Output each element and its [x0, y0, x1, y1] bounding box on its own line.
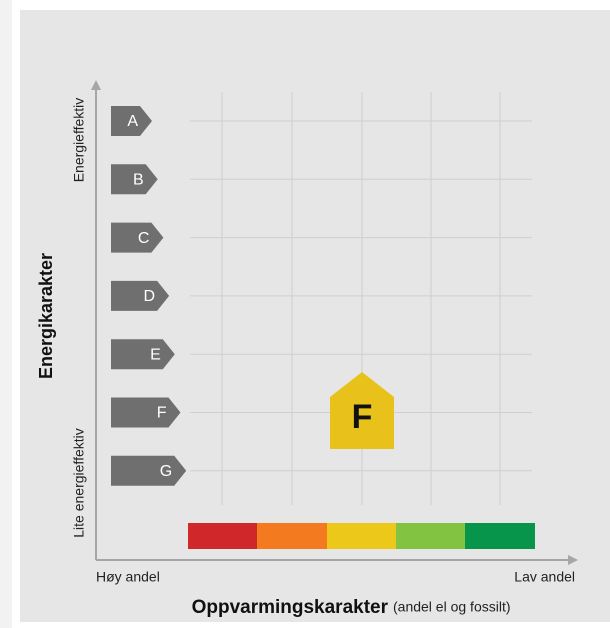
scale-segment	[257, 523, 327, 549]
heating-scale	[188, 523, 535, 549]
scale-segment	[188, 523, 258, 549]
rating-label: B	[133, 172, 144, 189]
x-subtitle: (andel el og fossilt)	[393, 599, 511, 615]
x-right-label: Lav andel	[514, 569, 575, 585]
x-left-label: Høy andel	[96, 569, 160, 585]
rating-label: C	[138, 230, 150, 247]
rating-arrow	[111, 339, 175, 370]
rating-arrow	[111, 106, 152, 136]
result-grade: F	[352, 398, 373, 436]
rating-label: A	[127, 113, 138, 130]
rating-arrow	[111, 280, 170, 311]
y-top-label: Energieffektiv	[71, 98, 87, 183]
y-arrow	[91, 80, 101, 90]
rating-label: F	[157, 405, 167, 422]
scale-segment	[465, 523, 535, 549]
rating-arrow	[111, 397, 181, 428]
ratings: A B C D E F G	[111, 106, 187, 486]
rating-arrow	[111, 164, 158, 195]
rating-arrow	[111, 455, 187, 486]
y-title: Energikarakter	[36, 253, 56, 379]
side-strip	[0, 0, 12, 628]
y-bottom-label: Lite energieffektiv	[71, 428, 87, 537]
scale-segment	[396, 523, 466, 549]
scale-segment	[327, 523, 397, 549]
rating-arrow	[111, 222, 164, 253]
x-title: Oppvarmingskarakter	[192, 597, 389, 618]
result-house	[330, 372, 394, 449]
x-arrow	[568, 555, 578, 565]
rating-label: D	[144, 288, 156, 305]
rating-label: G	[160, 463, 172, 480]
rating-label: E	[150, 346, 161, 363]
